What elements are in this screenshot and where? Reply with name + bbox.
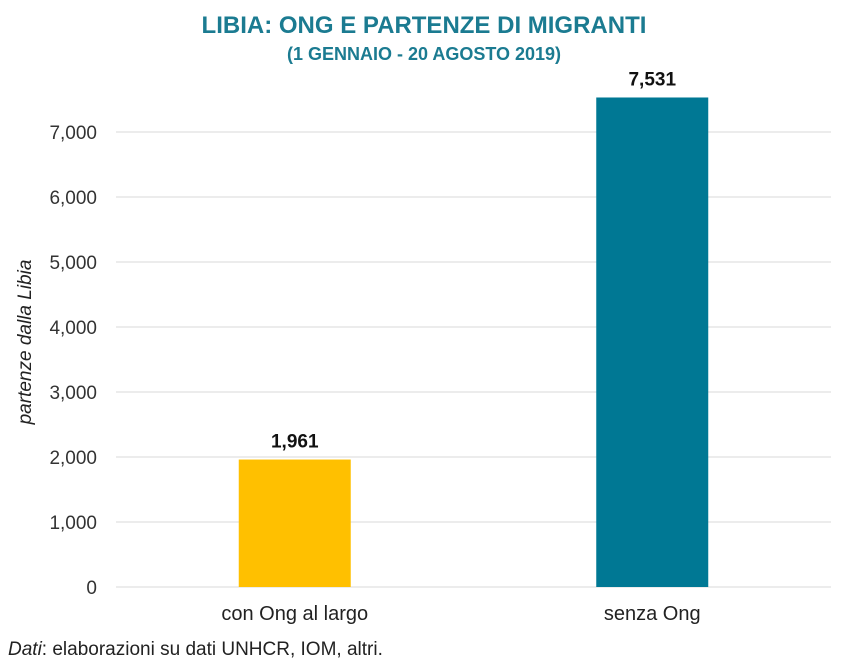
gridlines [116,131,831,588]
x-category-label: con Ong al largo [221,603,368,625]
chart-title: LIBIA: ONG E PARTENZE DI MIGRANTI [202,12,647,39]
data-label: 1,961 [271,432,319,453]
data-labels: 1,961 7,531 [271,69,676,452]
bar [596,97,709,588]
y-tick-label: 1,000 [49,513,97,534]
x-axis-categories: con Ong al largo senza Ong [221,603,700,625]
y-tick-label: 2,000 [49,448,97,469]
x-category-label: senza Ong [604,603,701,625]
y-tick-label: 3,000 [49,383,97,404]
y-tick-label: 6,000 [49,188,97,209]
y-tick-label: 0 [86,578,97,599]
source-prefix: Dati [8,639,43,660]
bar [238,459,351,587]
y-axis-ticks: 0 1,000 2,000 3,000 4,000 5,000 6,000 7,000 [49,123,97,599]
source-note: Dati: elaborazioni su dati UNHCR, IOM, a… [8,639,383,660]
data-label: 7,531 [628,69,676,90]
source-text: : elaborazioni su dati UNHCR, IOM, altri… [42,639,383,660]
y-tick-label: 7,000 [49,123,97,144]
chart-subtitle: (1 GENNAIO - 20 AGOSTO 2019) [287,44,561,64]
y-tick-label: 4,000 [49,318,97,339]
y-axis-label: partenze dalla Libia [15,260,36,426]
bars [238,97,709,588]
y-tick-label: 5,000 [49,253,97,274]
